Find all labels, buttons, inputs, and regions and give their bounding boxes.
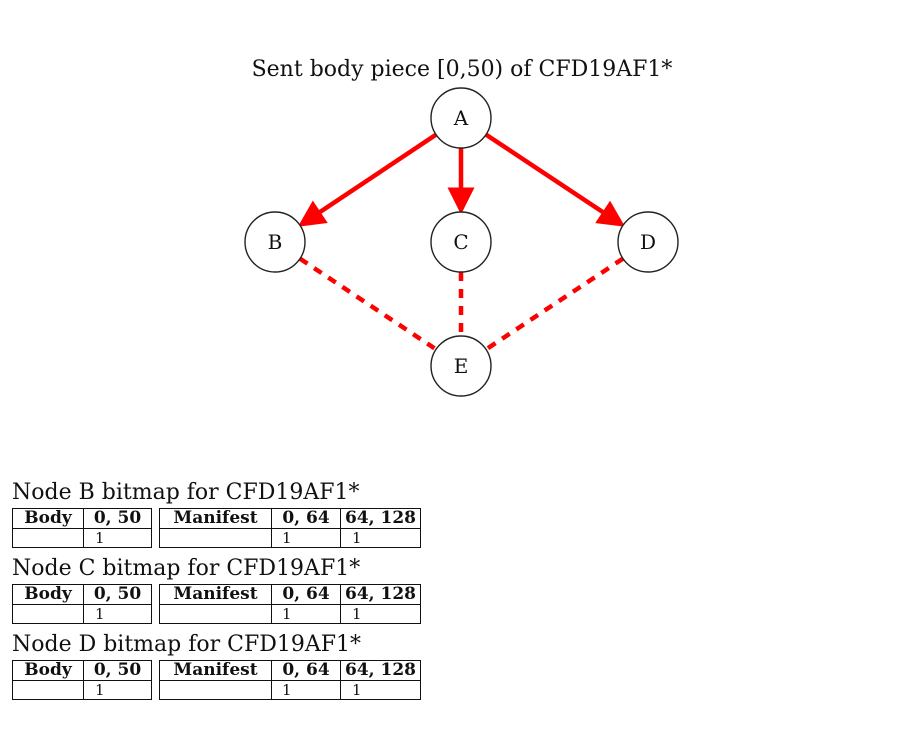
edge-b-e: [298, 256, 436, 351]
edge-d-e: [486, 256, 625, 351]
manifest-value-2: 1: [340, 528, 421, 548]
body-value: 1: [83, 680, 152, 700]
manifest-value-1: 1: [271, 604, 341, 624]
manifest-range-2: 64, 128: [340, 584, 421, 605]
body-range: 0, 50: [83, 660, 152, 681]
node-circle: [430, 87, 492, 149]
manifest-header: Manifest: [159, 584, 272, 605]
node-circle: [430, 335, 492, 397]
manifest-range-1: 0, 64: [271, 508, 341, 529]
manifest-header: Manifest: [159, 508, 272, 529]
manifest-empty-cell: [159, 680, 272, 700]
edge-a-b: [297, 132, 438, 227]
body-segment: Body 0, 50 1: [12, 508, 152, 548]
bitmap-table-node-d: Body 0, 50 1 Manifest 0, 64 64, 128 1 1: [12, 660, 421, 700]
manifest-range-2: 64, 128: [340, 660, 421, 681]
node-label: B: [268, 230, 283, 254]
manifest-empty-cell: [159, 604, 272, 624]
node-d: D: [617, 211, 679, 273]
node-label: D: [640, 230, 656, 254]
manifest-range-2: 64, 128: [340, 508, 421, 529]
node-circle: [430, 211, 492, 273]
edge-a-d: [484, 132, 626, 227]
body-empty-cell: [12, 528, 84, 548]
body-empty-cell: [12, 680, 84, 700]
body-value: 1: [83, 604, 152, 624]
manifest-segment: Manifest 0, 64 64, 128 1 1: [159, 584, 421, 624]
manifest-segment: Manifest 0, 64 64, 128 1 1: [159, 660, 421, 700]
node-c: C: [430, 211, 492, 273]
manifest-header: Manifest: [159, 660, 272, 681]
body-segment: Body 0, 50 1: [12, 584, 152, 624]
manifest-value-1: 1: [271, 528, 341, 548]
body-header: Body: [12, 584, 84, 605]
manifest-range-1: 0, 64: [271, 660, 341, 681]
bitmap-caption-node-d: Node D bitmap for CFD19AF1*: [12, 632, 362, 657]
body-segment: Body 0, 50 1: [12, 660, 152, 700]
body-header: Body: [12, 508, 84, 529]
body-value: 1: [83, 528, 152, 548]
graph-title: Sent body piece [0,50) of CFD19AF1*: [252, 57, 673, 82]
bitmap-caption-node-b: Node B bitmap for CFD19AF1*: [12, 480, 360, 505]
edges-layer: [297, 132, 626, 351]
nodes-layer: A B C D E: [244, 87, 679, 397]
manifest-value-2: 1: [340, 604, 421, 624]
node-e: E: [430, 335, 492, 397]
node-label: C: [453, 230, 468, 254]
manifest-value-1: 1: [271, 680, 341, 700]
body-range: 0, 50: [83, 584, 152, 605]
network-graph: Sent body piece [0,50) of CFD19AF1* A B C D…: [244, 57, 679, 397]
body-range: 0, 50: [83, 508, 152, 529]
node-a: A: [430, 87, 492, 149]
node-circle: [617, 211, 679, 273]
node-b: B: [244, 211, 306, 273]
manifest-empty-cell: [159, 528, 272, 548]
bitmap-caption-node-c: Node C bitmap for CFD19AF1*: [12, 556, 361, 581]
bitmap-table-node-b: Body 0, 50 1 Manifest 0, 64 64, 128 1 1: [12, 508, 421, 548]
node-label: A: [453, 106, 469, 130]
node-label: E: [454, 354, 469, 378]
manifest-segment: Manifest 0, 64 64, 128 1 1: [159, 508, 421, 548]
manifest-value-2: 1: [340, 680, 421, 700]
manifest-range-1: 0, 64: [271, 584, 341, 605]
body-empty-cell: [12, 604, 84, 624]
body-header: Body: [12, 660, 84, 681]
bitmap-table-node-c: Body 0, 50 1 Manifest 0, 64 64, 128 1 1: [12, 584, 421, 624]
node-circle: [244, 211, 306, 273]
